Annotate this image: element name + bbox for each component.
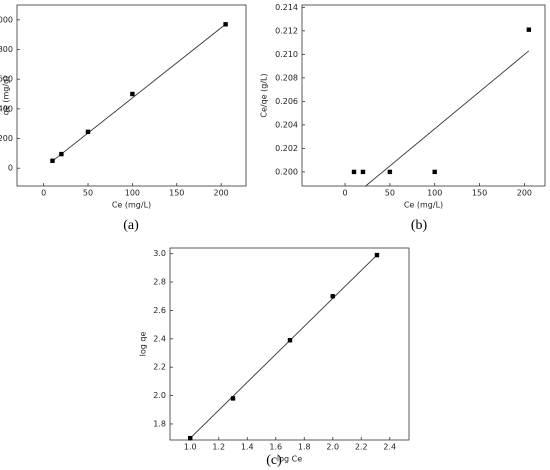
y-tick-label: 0.208 [275, 73, 298, 82]
caption: (c) [266, 453, 282, 468]
y-axis-label: Ce/qe (g/L) [260, 73, 269, 117]
y-tick-label: 1000 [0, 15, 13, 24]
y-tick-label: 2.4 [153, 334, 166, 343]
point [59, 151, 64, 157]
x-tick-label: 200 [517, 189, 532, 198]
point [374, 252, 380, 258]
x-axis-label: Ce (mg/L) [404, 201, 443, 210]
y-tick-label: 0.206 [275, 97, 298, 106]
y-axis-label: log qe [139, 332, 148, 357]
caption: (b) [411, 218, 428, 233]
y-tick-label: 400 [0, 104, 13, 113]
x-tick-label: 2.4 [383, 443, 396, 452]
y-tick-label: 2.2 [153, 363, 166, 372]
y-tick-label: 0.212 [275, 26, 298, 35]
point [188, 435, 193, 441]
x-tick-label: 150 [472, 189, 487, 198]
x-tick-label: 50 [83, 189, 93, 198]
fit-line [189, 254, 378, 439]
x-tick-label: 150 [169, 189, 184, 198]
fit-line [365, 50, 530, 187]
caption: (a) [123, 218, 139, 233]
x-tick-label: 1.4 [241, 443, 254, 452]
fit-line [52, 23, 226, 162]
point [526, 27, 532, 32]
point [130, 91, 135, 97]
y-tick-label: 0.202 [275, 144, 298, 153]
y-axis-label: qe (mg/g) [2, 76, 11, 115]
x-axis-label: log Ce [277, 455, 302, 464]
point [351, 169, 357, 175]
y-tick-label: 2.8 [153, 278, 166, 287]
y-tick-label: 1.8 [153, 419, 166, 428]
plot-frame [169, 247, 410, 441]
x-tick-label: 2.2 [355, 443, 368, 452]
point [50, 158, 55, 163]
y-tick-label: 2.6 [153, 306, 166, 315]
x-tick-label: 100 [427, 189, 442, 198]
plot-frame [16, 4, 247, 187]
x-tick-label: 50 [385, 189, 395, 198]
y-tick-label: 800 [0, 45, 13, 54]
y-tick-label: 0.204 [275, 120, 298, 129]
y-tick-label: 600 [0, 75, 13, 84]
y-tick-label: 200 [0, 134, 13, 143]
x-axis-label: Ce (mg/L) [112, 201, 151, 210]
x-tick-label: 0 [41, 189, 46, 198]
x-tick-label: 1.0 [184, 443, 197, 452]
x-tick-label: 1.8 [298, 443, 311, 452]
y-tick-label: 0 [8, 164, 13, 173]
plot-frame [301, 4, 546, 187]
point [360, 169, 366, 175]
x-tick-label: 1.6 [269, 443, 282, 452]
point [387, 169, 393, 175]
x-tick-label: 200 [214, 189, 229, 198]
x-tick-label: 0 [342, 189, 347, 198]
x-tick-label: 2.0 [326, 443, 339, 452]
y-tick-label: 3.0 [153, 249, 166, 258]
y-tick-label: 0.200 [275, 167, 298, 176]
x-tick-label: 1.2 [212, 443, 225, 452]
point [287, 338, 293, 343]
point [432, 169, 437, 175]
y-tick-label: 2.0 [153, 391, 166, 400]
point [230, 396, 236, 401]
point [330, 294, 335, 299]
y-tick-label: 0.214 [275, 3, 298, 12]
point [85, 129, 91, 135]
point [223, 22, 228, 27]
x-tick-label: 100 [125, 189, 140, 198]
y-tick-label: 0.210 [275, 50, 298, 59]
